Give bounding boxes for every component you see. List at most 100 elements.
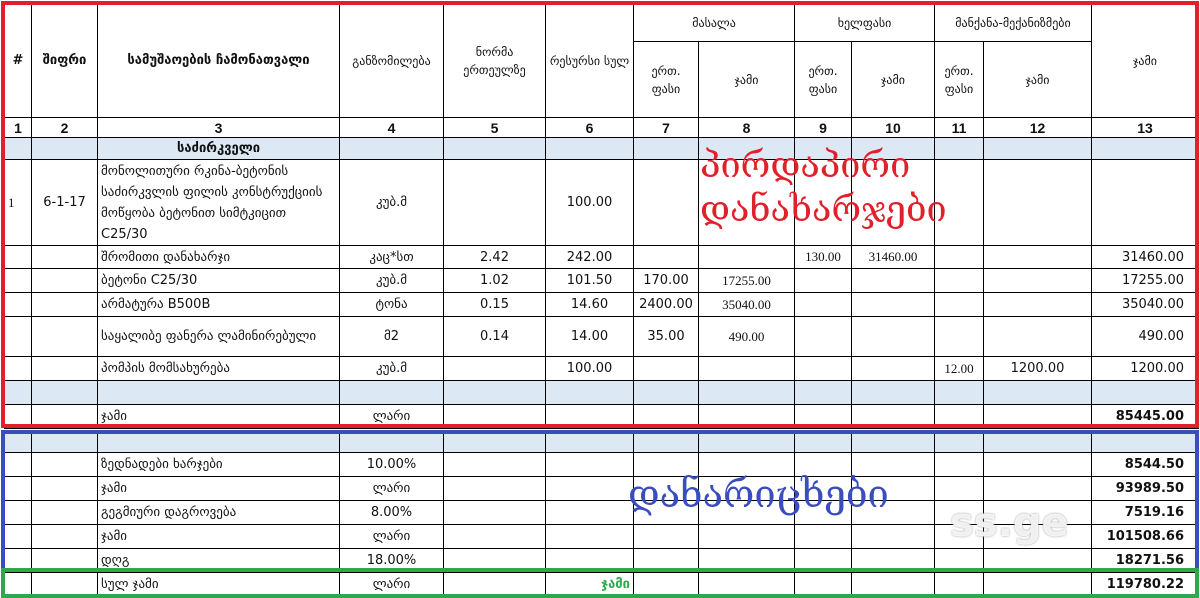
- cell-norm: [443, 548, 546, 573]
- cell-mat-unit: [633, 452, 699, 477]
- cell-mach-unit: [934, 380, 984, 405]
- cell-mach-total: [983, 524, 1092, 549]
- header-labor-sum: ჯამი: [851, 41, 935, 118]
- cell-num: [4, 500, 32, 525]
- cell-code: [31, 572, 98, 597]
- cell-mach-total: [983, 476, 1092, 501]
- cell-mach-total: [983, 500, 1092, 525]
- cell-norm: [443, 159, 546, 246]
- cell-num: [4, 524, 32, 549]
- cell-total: [1091, 137, 1199, 160]
- cell-total: [1091, 159, 1199, 246]
- cell-norm: [443, 432, 546, 453]
- table-row: საყალიბე ფანერა ლამინირებული მ2 0.14 14.00 3…: [4, 316, 1199, 357]
- table-row: ბეტონი C25/30 კუბ.მ 1.02 101.50 170.00 17255.…: [4, 268, 1199, 293]
- cell-num: [4, 137, 32, 160]
- cell-lab-unit: [794, 452, 852, 477]
- cell-mach-total: [983, 268, 1092, 293]
- cell-unit: [339, 380, 444, 405]
- cell-unit: [339, 137, 444, 160]
- header-total: ჯამი: [1091, 4, 1199, 118]
- cell-resource: [545, 452, 634, 477]
- cell-mat-unit: [633, 572, 699, 597]
- cell-lab-unit: [794, 572, 852, 597]
- cell-lab-total: [851, 572, 935, 597]
- cell-lab-total: [851, 268, 935, 293]
- cell-total: 8544.50: [1091, 452, 1199, 477]
- cell-mach-unit: [934, 404, 984, 429]
- header-code: შიფრი: [31, 4, 98, 118]
- cell-lab-total: [851, 292, 935, 317]
- cell-mat-unit: [633, 476, 699, 501]
- cell-code: [31, 548, 98, 573]
- cell-mach-unit: [934, 268, 984, 293]
- table-row: არმატურა B500B ტონა 0.15 14.60 2400.00 35040.…: [4, 292, 1199, 317]
- cell-code: [31, 292, 98, 317]
- cell-lab-unit: [794, 356, 852, 381]
- cell-code: [31, 524, 98, 549]
- cell-mat-total: [698, 356, 795, 381]
- cell-norm: 0.15: [443, 292, 546, 317]
- cell-resource: [545, 380, 634, 405]
- cell-code: [31, 137, 98, 160]
- cell-desc: მონოლითური რკინა-ბეტონის საძირკვლის ფილი…: [97, 159, 340, 246]
- cell-lab-unit: 130.00: [794, 245, 852, 269]
- cell-unit: კუბ.მ: [339, 159, 444, 246]
- column-number: 5: [443, 117, 546, 138]
- cell-unit: კუბ.მ: [339, 356, 444, 381]
- cell-mach-total: [983, 316, 1092, 357]
- table-row: გეგმიური დაგროვება 8.00% 7519.16: [4, 500, 1199, 525]
- cell-mach-unit: [934, 137, 984, 160]
- cell-desc: შრომითი დანახარჯი: [97, 245, 340, 269]
- cell-unit: კაც*სთ: [339, 245, 444, 269]
- cell-unit: ლარი: [339, 404, 444, 429]
- cell-mat-total: 490.00: [698, 316, 795, 357]
- cell-mach-unit: [934, 159, 984, 246]
- column-number: 11: [934, 117, 984, 138]
- cell-num: [4, 380, 32, 405]
- column-number: 7: [633, 117, 699, 138]
- cell-total: 31460.00: [1091, 245, 1199, 269]
- cell-lab-unit: [794, 476, 852, 501]
- cell-code: [31, 404, 98, 429]
- table-row: დღგ 18.00% 18271.56: [4, 548, 1199, 573]
- cell-mat-total: [698, 500, 795, 525]
- cell-lab-unit: [794, 524, 852, 549]
- cell-mach-total: [983, 572, 1092, 597]
- table-row: ზედნადები ხარჯები 10.00% 8544.50: [4, 452, 1199, 477]
- cell-num: [4, 245, 32, 269]
- cell-lab-total: [851, 316, 935, 357]
- cell-lab-total: [851, 380, 935, 405]
- cell-lab-unit: [794, 500, 852, 525]
- header-machinery: მანქანა-მექანიზმები: [934, 4, 1092, 42]
- cell-desc: [97, 432, 340, 453]
- cell-mach-total: [983, 245, 1092, 269]
- cell-mat-unit: [633, 524, 699, 549]
- cell-resource: 100.00: [545, 159, 634, 246]
- cell-desc: არმატურა B500B: [97, 292, 340, 317]
- cell-desc: პომპის მომსახურება: [97, 356, 340, 381]
- cell-norm: [443, 500, 546, 525]
- cell-mach-total: [983, 380, 1092, 405]
- cell-mach-total: [983, 452, 1092, 477]
- header-material: მასალა: [633, 4, 795, 42]
- column-number: 6: [545, 117, 634, 138]
- cell-desc: ჯამი: [97, 524, 340, 549]
- header-norm: ნორმა ერთეულზე: [443, 4, 546, 118]
- cell-num: [4, 476, 32, 501]
- cell-norm: [443, 524, 546, 549]
- cell-lab-total: [851, 452, 935, 477]
- cell-code: [31, 356, 98, 381]
- header-num: #: [4, 4, 32, 118]
- cell-code: [31, 380, 98, 405]
- cell-lab-unit: [794, 316, 852, 357]
- cell-code: [31, 432, 98, 453]
- header-material-sum: ჯამი: [698, 41, 795, 118]
- cell-mat-total: [698, 548, 795, 573]
- cell-unit: ლარი: [339, 476, 444, 501]
- cell-lab-total: 31460.00: [851, 245, 935, 269]
- cell-norm: 0.14: [443, 316, 546, 357]
- cell-norm: [443, 137, 546, 160]
- cell-num: [4, 452, 32, 477]
- column-number-row: 1 2 3 4 5 6 7 8 9 10 11 12 13: [4, 117, 1199, 138]
